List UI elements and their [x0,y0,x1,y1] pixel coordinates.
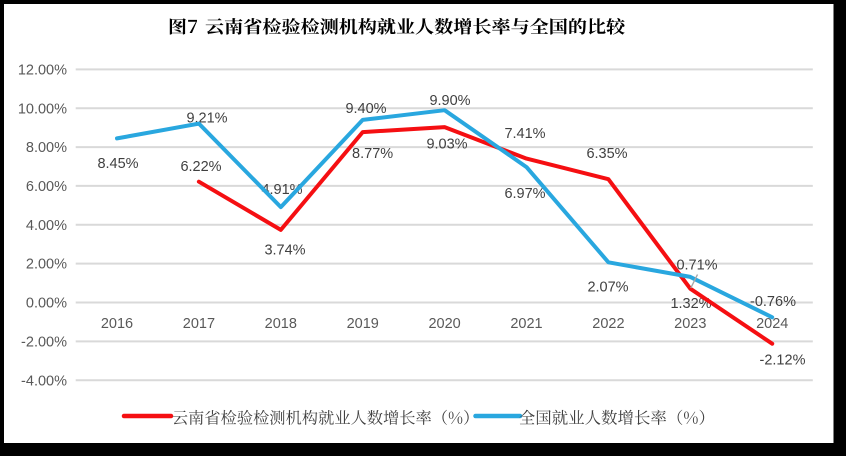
svg-text:-2.12%: -2.12% [760,353,806,369]
svg-text:6.97%: 6.97% [504,186,545,202]
svg-text:2019: 2019 [347,316,379,332]
svg-text:8.45%: 8.45% [97,156,138,172]
svg-text:0.00%: 0.00% [26,296,67,312]
svg-text:9.40%: 9.40% [345,101,386,117]
svg-text:2.07%: 2.07% [587,280,628,296]
svg-text:-4.00%: -4.00% [21,373,67,389]
svg-text:8.77%: 8.77% [352,146,393,162]
svg-text:-2.00%: -2.00% [21,335,67,351]
svg-text:-0.76%: -0.76% [750,294,796,310]
svg-text:2018: 2018 [265,316,297,332]
svg-text:2017: 2017 [183,316,215,332]
svg-text:1.32%: 1.32% [670,296,711,312]
svg-text:2020: 2020 [428,316,460,332]
svg-text:4.00%: 4.00% [26,218,67,234]
svg-text:2024: 2024 [756,316,788,332]
svg-text:9.90%: 9.90% [429,93,470,109]
svg-text:2022: 2022 [592,316,624,332]
svg-text:12.00%: 12.00% [18,63,67,79]
svg-text:7.41%: 7.41% [504,126,545,142]
svg-text:6.00%: 6.00% [26,179,67,195]
svg-text:2016: 2016 [101,316,133,332]
svg-text:2021: 2021 [510,316,542,332]
svg-text:2023: 2023 [674,316,706,332]
svg-text:8.00%: 8.00% [26,140,67,156]
svg-text:2.00%: 2.00% [26,257,67,273]
svg-text:9.03%: 9.03% [426,137,467,153]
svg-text:10.00%: 10.00% [18,101,67,117]
svg-text:6.35%: 6.35% [586,146,627,162]
svg-text:0.71%: 0.71% [676,258,717,274]
svg-text:3.74%: 3.74% [264,243,305,259]
svg-text:6.22%: 6.22% [180,159,221,175]
